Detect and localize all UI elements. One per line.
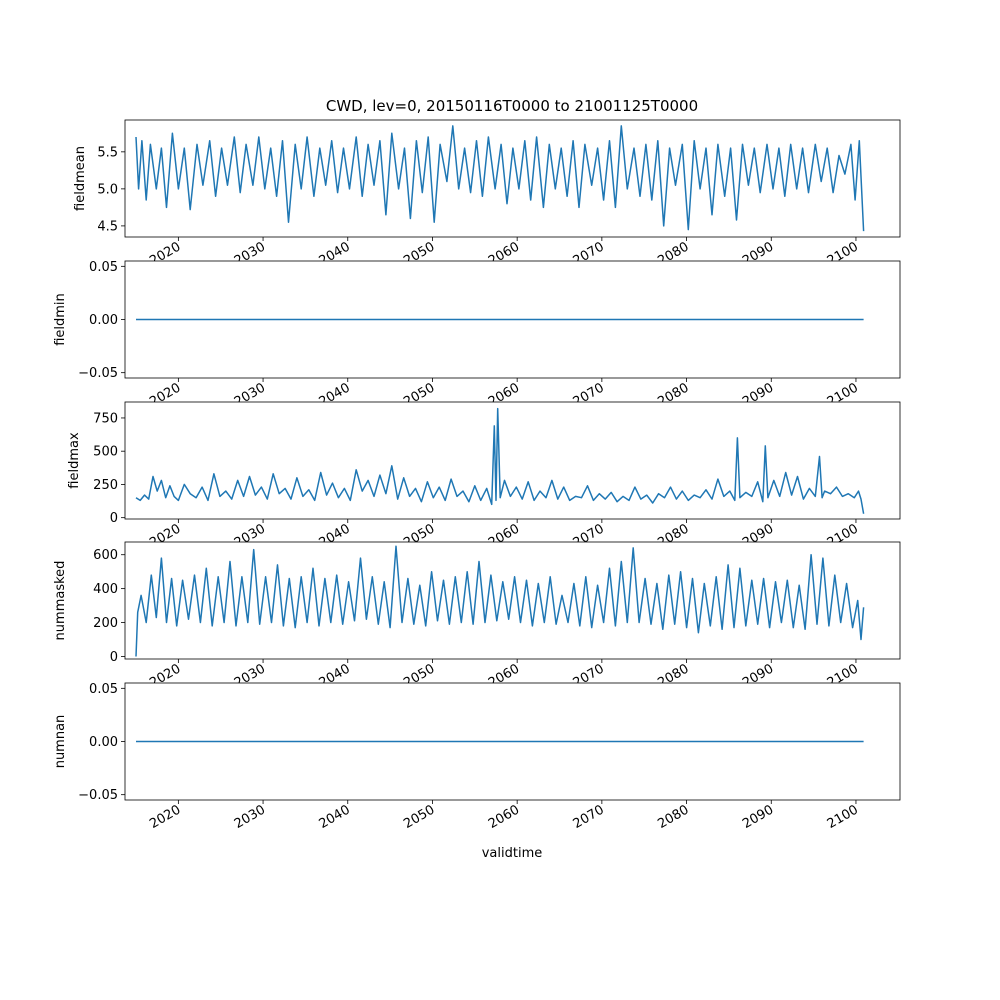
- y-tick-label: 0.00: [89, 313, 118, 328]
- y-axis-label-nummasked: nummasked: [53, 561, 68, 641]
- y-tick-label: 0: [110, 511, 118, 526]
- y-tick-label: 750: [93, 411, 118, 426]
- axes-background: [125, 402, 900, 519]
- y-tick-label: 0.05: [89, 260, 118, 275]
- axes-frame-fieldmax: [124, 401, 901, 520]
- y-tick-label: 0.05: [89, 682, 118, 697]
- axes-frame-fieldmean: [124, 119, 901, 238]
- y-axis-label-fieldmean: fieldmean: [73, 146, 88, 211]
- y-tick-label: 400: [93, 582, 118, 597]
- y-tick-label: 0.00: [89, 735, 118, 750]
- y-tick-label: 4.5: [97, 219, 118, 234]
- y-axis-label-numnan: numnan: [53, 715, 68, 769]
- series-line-nummasked: [135, 545, 865, 657]
- y-tick-label: 500: [93, 445, 118, 460]
- x-axis-label: validtime: [482, 846, 543, 861]
- y-tick-label: 600: [93, 548, 118, 563]
- axes-frame-nummasked: [124, 541, 901, 660]
- y-tick-label: 250: [93, 478, 118, 493]
- y-tick-label: 0: [110, 650, 118, 665]
- y-tick-label: 5.0: [97, 182, 118, 197]
- series-line-fieldmax: [135, 407, 865, 514]
- y-tick-label: 5.5: [97, 145, 118, 160]
- series-line-fieldmean: [135, 125, 865, 232]
- y-axis-label-fieldmax: fieldmax: [67, 432, 82, 489]
- y-axis-label-fieldmin: fieldmin: [53, 293, 68, 346]
- y-tick-label: 200: [93, 616, 118, 631]
- y-tick-label: −0.05: [78, 366, 118, 381]
- chart-title: CWD, lev=0, 20150116T0000 to 21001125T00…: [326, 97, 698, 115]
- y-tick-label: −0.05: [78, 788, 118, 803]
